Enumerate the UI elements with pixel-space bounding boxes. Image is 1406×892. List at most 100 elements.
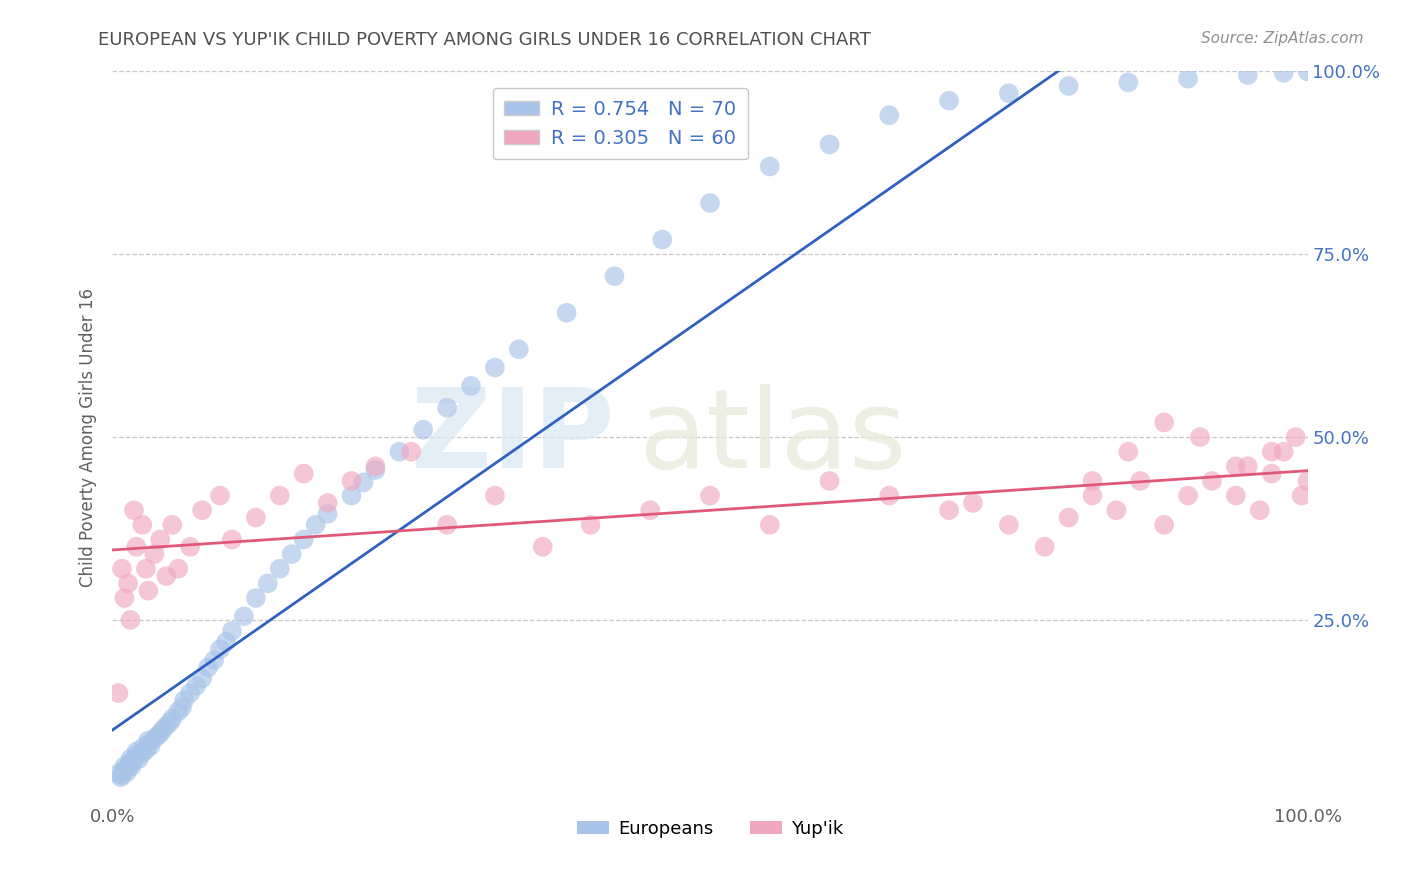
Text: EUROPEAN VS YUP'IK CHILD POVERTY AMONG GIRLS UNDER 16 CORRELATION CHART: EUROPEAN VS YUP'IK CHILD POVERTY AMONG G… [98, 31, 872, 49]
Point [269, 562, 291, 576]
Point [305, 517, 328, 532]
Point [149, 726, 172, 740]
Point [152, 723, 174, 737]
Point [143, 547, 166, 561]
Point [122, 503, 145, 517]
Point [202, 653, 225, 667]
Point [167, 562, 190, 576]
Point [269, 489, 291, 503]
Point [170, 700, 193, 714]
Point [209, 489, 232, 503]
Point [128, 752, 150, 766]
Point [111, 768, 134, 782]
Point [579, 517, 602, 532]
Point [640, 503, 662, 517]
Point [1033, 540, 1056, 554]
Point [938, 503, 960, 517]
Point [436, 401, 458, 415]
Point [1189, 430, 1212, 444]
Point [1201, 474, 1223, 488]
Point [1057, 510, 1080, 524]
Point [1177, 71, 1199, 86]
Point [340, 474, 363, 488]
Point [125, 745, 148, 759]
Point [131, 517, 153, 532]
Point [281, 547, 304, 561]
Point [1129, 474, 1152, 488]
Point [460, 379, 482, 393]
Text: Source: ZipAtlas.com: Source: ZipAtlas.com [1201, 31, 1364, 46]
Point [1118, 444, 1140, 458]
Point [1285, 430, 1308, 444]
Point [484, 489, 506, 503]
Point [1153, 416, 1175, 430]
Point [209, 642, 232, 657]
Point [162, 517, 183, 532]
Point [115, 765, 138, 780]
Point [292, 467, 315, 481]
Point [1291, 489, 1313, 503]
Point [135, 562, 157, 576]
Point [1237, 68, 1260, 82]
Point [818, 137, 841, 152]
Point [233, 609, 256, 624]
Point [1153, 517, 1175, 532]
Y-axis label: Child Poverty Among Girls Under 16: Child Poverty Among Girls Under 16 [79, 287, 97, 587]
Point [120, 752, 142, 766]
Point [531, 540, 554, 554]
Point [114, 759, 135, 773]
Point [818, 474, 841, 488]
Point [699, 489, 721, 503]
Point [117, 761, 139, 775]
Point [484, 360, 506, 375]
Point [215, 635, 238, 649]
Point [759, 517, 782, 532]
Point [245, 510, 267, 524]
Point [938, 94, 960, 108]
Point [135, 743, 157, 757]
Point [879, 489, 901, 503]
Point [1118, 75, 1140, 89]
Point [401, 444, 423, 458]
Point [1057, 78, 1080, 93]
Point [186, 679, 208, 693]
Point [879, 108, 901, 122]
Point [138, 583, 160, 598]
Point [412, 423, 434, 437]
Point [173, 693, 195, 707]
Point [120, 613, 142, 627]
Point [1177, 489, 1199, 503]
Point [364, 459, 387, 474]
Point [962, 496, 984, 510]
Point [1261, 467, 1284, 481]
Point [125, 540, 148, 554]
Text: ZIP: ZIP [411, 384, 614, 491]
Point [998, 517, 1021, 532]
Point [131, 746, 153, 760]
Point [257, 576, 280, 591]
Point [121, 759, 143, 773]
Point [436, 517, 458, 532]
Point [352, 475, 374, 490]
Point [110, 770, 132, 784]
Point [292, 533, 315, 547]
Point [139, 739, 162, 753]
Point [197, 660, 219, 674]
Point [340, 489, 363, 503]
Point [155, 719, 177, 733]
Point [1081, 489, 1104, 503]
Point [1081, 474, 1104, 488]
Point [1105, 503, 1128, 517]
Point [221, 533, 243, 547]
Point [179, 540, 201, 554]
Point [114, 591, 135, 605]
Point [149, 533, 172, 547]
Point [245, 591, 267, 605]
Point [1261, 444, 1284, 458]
Point [179, 686, 201, 700]
Point [138, 737, 160, 751]
Point [155, 569, 177, 583]
Point [699, 196, 721, 211]
Point [117, 576, 139, 591]
Point [221, 624, 243, 638]
